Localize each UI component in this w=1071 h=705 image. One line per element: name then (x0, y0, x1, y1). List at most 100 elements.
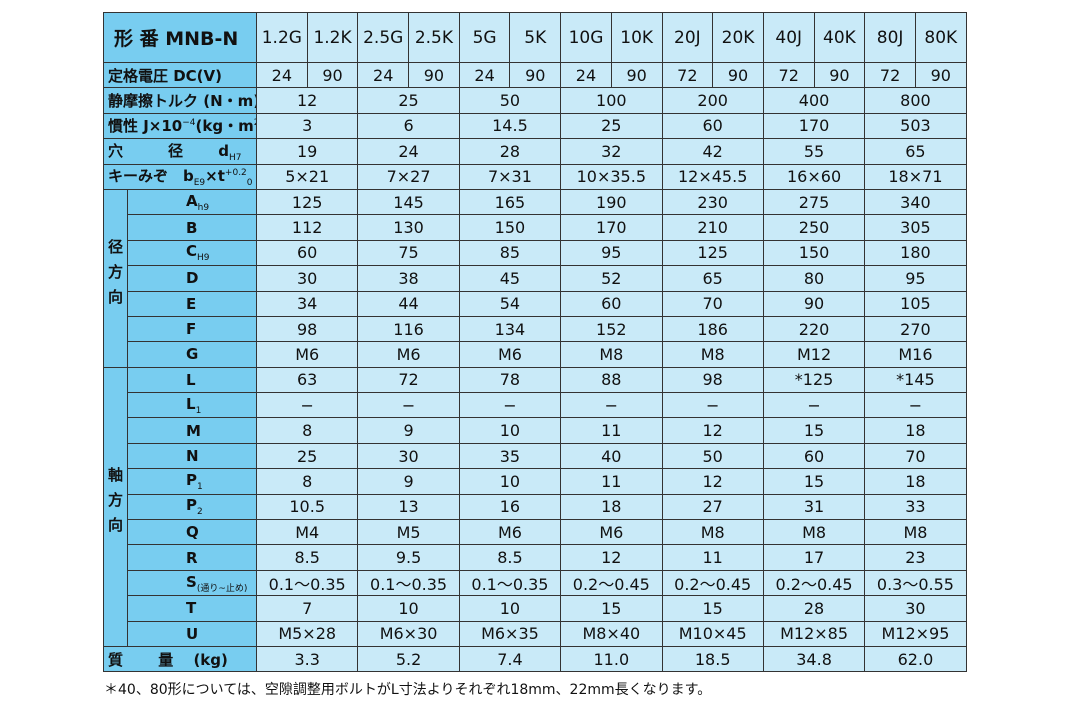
value-cell: − (255, 392, 359, 419)
label-part: ×t (205, 167, 225, 186)
value-cell: 80K (914, 12, 967, 63)
value-cell: 0.2～0.45 (560, 569, 663, 597)
table-body: 形 番 MNB-N 1.2G 1.2K 2.5G 2.5K 5G 5K 10G 10K 20J 20… (103, 12, 967, 673)
value-cell: 35 (458, 442, 562, 470)
value-cell: 270 (864, 315, 967, 343)
group-label: 径方向 (103, 188, 128, 368)
value-cell: M12×95 (864, 620, 967, 647)
value-cell: 50 (661, 442, 764, 470)
value-cell: 8 (255, 417, 359, 444)
value-cell: 24 (560, 61, 612, 89)
table-row: T 7 10 10 15 15 28 30 (104, 595, 967, 622)
value-cell: 250 (762, 214, 866, 241)
value-cell: 12 (560, 544, 663, 571)
row-label: 穴 径 dH7 (103, 138, 257, 165)
label-part: N (186, 447, 199, 466)
value-cell: 31 (762, 493, 866, 521)
table-row: M 8 9 10 11 12 15 18 (104, 417, 967, 444)
value-cell: 32 (560, 138, 663, 165)
row-label: Ah9 (127, 188, 257, 216)
value-cell: 90 (509, 61, 562, 89)
value-cell: 10×35.5 (560, 163, 663, 190)
value-cell: 55 (762, 138, 866, 165)
group-label: 軸方向 (103, 366, 128, 647)
value-cell: 7×31 (458, 163, 562, 190)
value-cell: 16 (458, 493, 562, 521)
table-row: 定格電圧 DC(V) 24 90 24 90 24 90 24 90 72 90 72 90 72 90 (103, 61, 967, 89)
value-cell: − (458, 392, 562, 419)
value-cell: 2.5G (357, 12, 410, 63)
value-cell: 116 (357, 315, 460, 343)
value-cell: 18 (864, 417, 967, 444)
value-cell: 18 (560, 493, 663, 521)
value-cell: 20K (712, 12, 764, 63)
table-row: 形 番 MNB-N 1.2G 1.2K 2.5G 2.5K 5G 5K 10G 10K 20J 20… (103, 12, 967, 63)
value-cell: 60 (560, 290, 663, 317)
value-cell: 54 (458, 290, 562, 317)
value-cell: 230 (661, 188, 764, 216)
value-cell: 0.2～0.45 (762, 569, 866, 597)
value-cell: 95 (864, 265, 967, 292)
value-cell: 0.3～0.55 (864, 569, 967, 597)
value-cell: 24 (458, 61, 511, 89)
value-cell: 100 (560, 87, 663, 114)
spec-table: 形 番 MNB-N 1.2G 1.2K 2.5G 2.5K 5G 5K 10G 10K 20J 20… (103, 12, 967, 673)
row-label: P1 (127, 468, 257, 495)
value-cell: 190 (560, 188, 663, 216)
value-cell: 10 (357, 595, 460, 622)
label-part: T (186, 599, 197, 618)
value-cell: M6×35 (458, 620, 562, 647)
footnote: ＊40、80形については、空隙調整用ボルトがL寸法よりそれぞれ18mm、22mm… (104, 682, 712, 698)
value-cell: M6 (458, 519, 562, 546)
value-cell: 85 (458, 239, 562, 267)
table-row: 径方向 Ah9 125 145 165 190 230 275 340 (103, 188, 967, 368)
value-cell: 63 (255, 366, 359, 394)
value-cell: M16 (864, 341, 967, 368)
value-cell: 11 (560, 468, 663, 495)
value-cell: 23 (864, 544, 967, 571)
label-part: (kg・m (195, 117, 254, 136)
value-cell: 125 (661, 239, 764, 267)
label-part: +0.2 (224, 168, 247, 179)
label-part: E (186, 294, 197, 313)
value-cell: 1.2G (256, 12, 308, 63)
value-cell: 50 (458, 87, 562, 114)
group-text: 軸方向 (106, 467, 124, 543)
value-cell: 90 (306, 61, 359, 89)
value-cell: 125 (255, 188, 359, 216)
value-cell: 19 (255, 138, 359, 165)
table-row: 軸方向 L 63 72 78 88 98 *125 *145 (103, 366, 967, 647)
value-cell: 28 (458, 138, 562, 165)
value-cell: M12 (762, 341, 866, 368)
label-part: S (186, 572, 197, 591)
value-cell: 150 (762, 239, 866, 267)
label-part: P (186, 470, 197, 489)
group-text: 径方向 (106, 238, 124, 314)
table-row: U M5×28 M6×30 M6×35 M8×40 M10×45 M12×85 M12×95 (104, 620, 967, 647)
value-cell: 12 (255, 87, 359, 114)
value-cell: 18.5 (661, 645, 764, 673)
value-cell: M10×45 (661, 620, 764, 647)
value-cell: 72 (661, 61, 714, 89)
value-cell: 72 (357, 366, 460, 394)
value-cell: M8 (661, 519, 764, 546)
label-part: H9 (197, 253, 210, 264)
row-label: S(通り~止め) (127, 569, 257, 597)
row-label: 静摩擦トルク (N・m) (103, 87, 257, 114)
value-cell: 305 (864, 214, 967, 241)
value-cell: 60 (255, 239, 359, 267)
label-part: 0 (246, 178, 253, 189)
value-cell: 75 (357, 239, 460, 267)
label-part: (通り~止め) (196, 583, 248, 594)
value-cell: 17 (762, 544, 866, 571)
value-cell: M6 (458, 341, 562, 368)
value-cell: 9.5 (357, 544, 460, 571)
label-part: 2 (254, 118, 256, 128)
value-cell: 70 (864, 442, 967, 470)
value-cell: M12×85 (762, 620, 866, 647)
value-cell: 10.5 (255, 493, 359, 521)
value-cell: 800 (864, 87, 967, 114)
value-cell: 105 (864, 290, 967, 317)
value-cell: 11.0 (560, 645, 663, 673)
value-cell: 10G (560, 12, 612, 63)
